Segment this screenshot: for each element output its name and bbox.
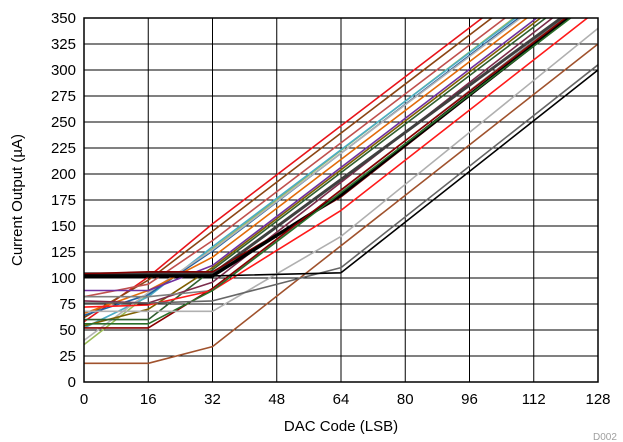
x-tick-label: 128 [585,391,610,408]
y-tick-label: 75 [59,296,76,313]
x-tick-label: 48 [268,391,285,408]
series-line-23 [84,69,598,277]
y-tick-label: 0 [68,374,76,391]
x-axis-label: DAC Code (LSB) [284,418,398,435]
series-layer [84,18,598,365]
series-line-19 [84,18,572,325]
x-tick-labels: 0 16 32 48 64 80 96 112 128 [80,391,611,408]
y-tick-label: 300 [51,62,76,79]
x-tick-label: 80 [397,391,414,408]
x-tick-label: 112 [522,391,546,408]
y-tick-label: 225 [51,140,76,157]
y-tick-label: 175 [51,192,76,209]
x-tick-label: 32 [204,391,221,408]
y-tick-label: 25 [59,348,76,365]
series-line-17 [84,18,567,329]
series-line-21 [84,43,598,365]
y-tick-labels: 0 25 50 75 100 125 150 175 200 225 250 275 300 325 350 [51,10,76,391]
y-axis-label: Current Output (µA) [9,134,26,266]
x-tick-label: 16 [140,391,157,408]
y-tick-label: 150 [51,218,76,235]
figure-code: D002 [593,432,617,442]
series-line-20 [84,27,598,313]
y-tick-label: 325 [51,36,76,53]
plot-frame [83,17,599,383]
series-line-10 [84,18,542,327]
y-tick-label: 275 [51,88,76,105]
x-tick-label: 0 [80,391,88,408]
x-tick-label: 64 [333,391,350,408]
series-line-11 [84,18,548,321]
series-line-9 [84,18,539,292]
y-tick-label: 200 [51,166,76,183]
y-tick-label: 250 [51,114,76,131]
y-tick-label: 350 [51,10,76,27]
series-line-22 [84,64,598,304]
y-tick-label: 125 [51,244,76,261]
y-tick-label: 50 [59,322,76,339]
series-line-14 [84,18,564,276]
x-tick-label: 96 [461,391,478,408]
y-tick-label: 100 [51,270,76,287]
series-line-2 [84,18,494,319]
